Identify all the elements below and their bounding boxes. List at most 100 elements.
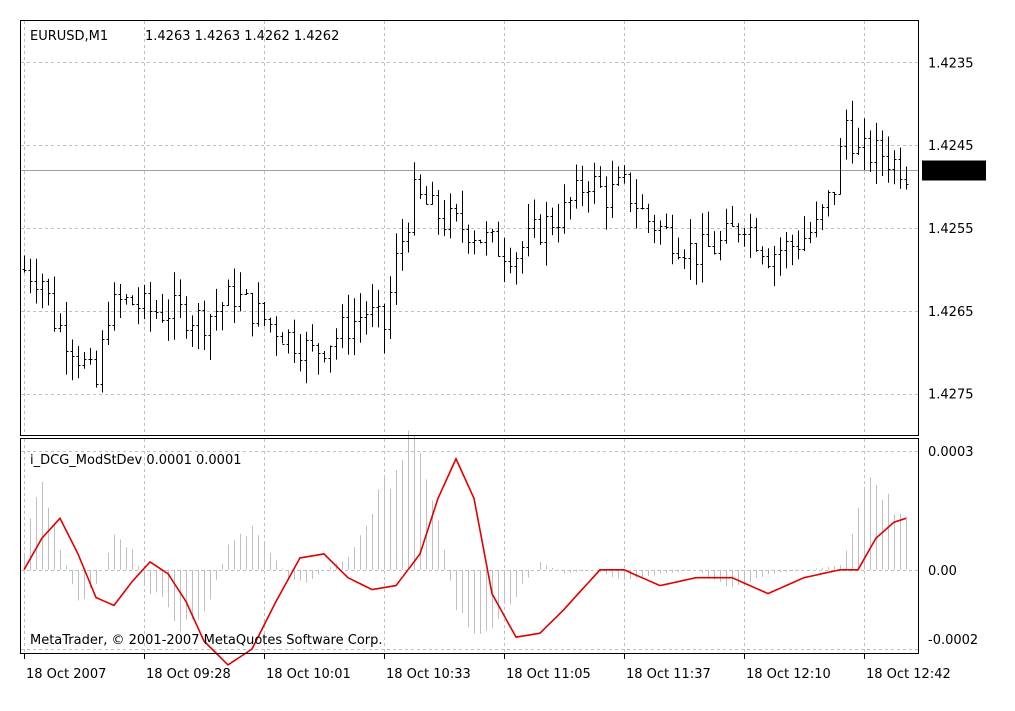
ohlc-bar — [328, 345, 333, 373]
ohlc-bar — [466, 224, 471, 254]
price-tick-label: 1.4235 — [928, 56, 974, 71]
ohlc-bar — [340, 304, 345, 349]
ohlc-bar — [886, 136, 891, 183]
ohlc-bar — [880, 130, 885, 176]
ohlc-bar — [208, 313, 213, 361]
ohlc-bar — [826, 190, 831, 217]
ohlc-bar — [514, 252, 519, 285]
ohlc-bar — [436, 189, 441, 235]
ohlc-bar — [370, 284, 375, 328]
ohlc-bar — [904, 166, 909, 190]
ohlc-bar — [448, 193, 453, 239]
indicator-tick-label: -0.0002 — [928, 633, 978, 648]
current-price-value: 1.4262 — [928, 165, 974, 180]
indicator-tick-label: 0.0003 — [928, 445, 974, 460]
ohlc-bar — [298, 333, 303, 372]
ohlc-bar — [88, 347, 93, 365]
main-panel-frame — [20, 20, 919, 436]
ohlc-bar — [790, 234, 795, 266]
ohlc-bar — [646, 203, 651, 233]
ohlc-bar — [22, 255, 27, 273]
ohlc-bar — [130, 295, 135, 306]
ohlc-bar — [544, 201, 549, 266]
ohlc-bar — [430, 181, 435, 205]
ohlc-bar — [478, 239, 483, 244]
ohlc-bar — [100, 330, 105, 393]
ohlc-bar — [94, 350, 99, 388]
ohlc-bar — [364, 301, 369, 335]
ohlc-bar — [508, 247, 513, 274]
ohlc-bar — [586, 181, 591, 213]
time-tick-label: 18 Oct 11:05 — [506, 667, 591, 682]
ohlc-bar — [742, 227, 747, 247]
ohlc-bar — [496, 221, 501, 257]
ohlc-bar — [598, 166, 603, 188]
ohlc-bar — [568, 197, 573, 220]
ohlc-bar — [718, 231, 723, 261]
price-tick-label: 1.4265 — [928, 305, 974, 320]
ohlc-bar — [214, 288, 219, 331]
indicator-grid — [21, 439, 918, 653]
signal-line — [23, 456, 907, 666]
ohlc-bar — [322, 351, 327, 363]
ohlc-bar — [154, 300, 159, 319]
ohlc-bar — [892, 150, 897, 185]
time-tick-label: 18 Oct 09:28 — [146, 667, 231, 682]
ohlc-bar — [820, 204, 825, 230]
ohlc-bar — [754, 218, 759, 252]
ohlc-bar — [766, 248, 771, 269]
ohlc-bar — [838, 138, 843, 195]
ohlc-bar — [76, 346, 81, 379]
ohlc-bar — [220, 302, 225, 331]
ohlc-bar — [52, 276, 57, 332]
ohlc-bar — [454, 203, 459, 222]
ohlc-bar — [490, 228, 495, 243]
ohlc-bar — [628, 172, 633, 213]
time-tick-label: 18 Oct 2007 — [26, 667, 106, 682]
ohlc-bar — [82, 351, 87, 369]
ohlc-bar — [406, 222, 411, 253]
ohlc-bar — [616, 166, 621, 186]
ohlc-bar — [652, 214, 657, 244]
ohlc-bar — [796, 230, 801, 260]
ohlc-bar — [106, 301, 111, 345]
ohlc-bar — [580, 165, 585, 207]
time-tick-label: 18 Oct 12:42 — [866, 667, 951, 682]
ohlc-bar — [124, 294, 129, 305]
ohlc-bar — [868, 130, 873, 173]
ohlc-bar — [172, 272, 177, 340]
copyright-text: MetaTrader, © 2001-2007 MetaQuotes Softw… — [30, 633, 383, 648]
price-tick-label: 1.4275 — [928, 388, 974, 403]
ohlc-bar — [460, 190, 465, 243]
ohlc-bar — [814, 201, 819, 238]
ohlc-bar — [382, 303, 387, 354]
ohlc-bar — [262, 301, 267, 327]
ohlc-bar — [556, 204, 561, 243]
ohlc-bar — [34, 258, 39, 304]
ohlc-bar — [844, 109, 849, 160]
ohlc-bar — [376, 289, 381, 328]
ohlc-values: 1.4263 1.4263 1.4262 1.4262 — [145, 29, 339, 44]
ohlc-bar — [202, 300, 207, 350]
ohlc-bar — [280, 332, 285, 345]
ohlc-bar — [856, 127, 861, 156]
ohlc-bar — [670, 214, 675, 265]
ohlc-bar — [166, 299, 171, 341]
ohlc-bar — [334, 328, 339, 360]
ohlc-bar — [310, 324, 315, 352]
ohlc-bar — [346, 294, 351, 355]
price-tick-label: 1.4255 — [928, 222, 974, 237]
ohlc-bar — [112, 282, 117, 331]
ohlc-bar — [412, 162, 417, 236]
ohlc-bar — [550, 207, 555, 236]
ohlc-bar — [664, 213, 669, 230]
ohlc-bar — [232, 268, 237, 324]
ohlc-bar — [286, 329, 291, 354]
ohlc-bar — [502, 237, 507, 283]
ohlc-bar — [388, 276, 393, 340]
ohlc-bar — [778, 237, 783, 276]
ohlc-bar — [292, 319, 297, 364]
ohlc-bar — [244, 289, 249, 295]
ohlc-bar — [424, 186, 429, 205]
ohlc-bar — [574, 164, 579, 209]
